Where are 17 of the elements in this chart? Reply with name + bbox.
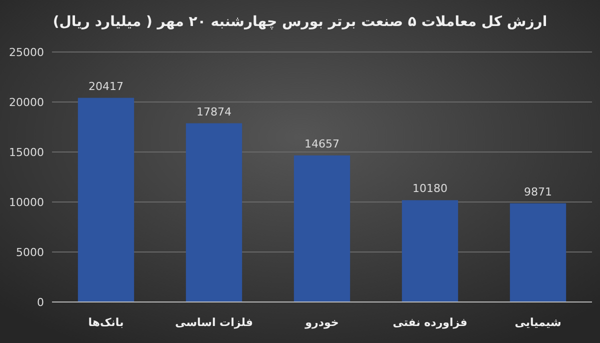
data-label: 20417	[88, 80, 124, 93]
y-tick-label: 15000	[9, 146, 44, 159]
data-label: 10180	[412, 182, 448, 196]
data-label: 14657	[304, 137, 340, 150]
y-tick-label: 25000	[9, 46, 44, 59]
x-tick-label: فلزات اساسی	[175, 316, 253, 329]
y-tick-label: 10000	[9, 196, 44, 209]
y-tick-label: 20000	[9, 96, 44, 109]
data-label: 17874	[196, 105, 232, 118]
x-tick-label: خودرو	[304, 316, 339, 329]
y-tick-label: 5000	[16, 246, 44, 259]
data-label: 9871	[524, 185, 552, 198]
x-tick-label: بانک‌ها	[88, 316, 124, 329]
x-tick-label: شیمیایی	[514, 316, 562, 329]
y-tick-label: 0	[37, 296, 44, 309]
x-tick-label: فزاورده نفتی	[392, 316, 468, 329]
chart-title: ارزش کل معاملات ۵ صنعت برتر بورس چهارشنبه ۲۰ مهر ( میلیارد ریال)	[52, 14, 548, 30]
